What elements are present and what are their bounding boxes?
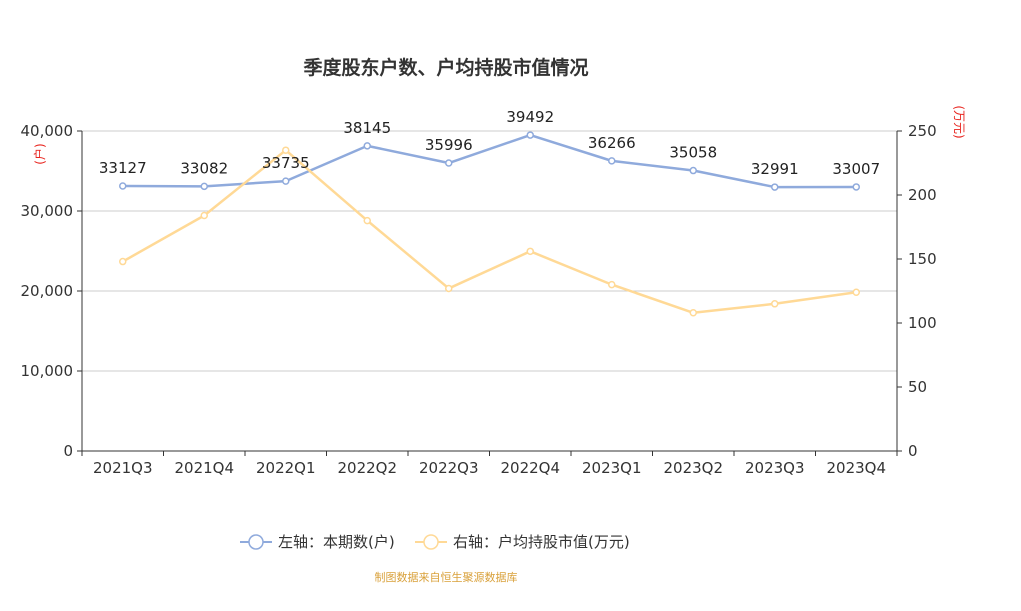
- data-label: 32991: [751, 160, 799, 178]
- right-series-point: [852, 288, 860, 297]
- right-axis-tick-label: 100: [908, 314, 937, 332]
- x-axis-tick-label: 2022Q3: [419, 459, 479, 477]
- x-axis-tick-label: 2023Q1: [582, 459, 642, 477]
- data-label: 39492: [506, 108, 554, 126]
- right-axis-tick-label: 150: [908, 250, 937, 268]
- left-axis-tick-label: 40,000: [21, 122, 74, 140]
- legend-label: 左轴：本期数(户): [278, 533, 395, 551]
- right-axis-tick-label: 250: [908, 122, 937, 140]
- left-series-point: [445, 159, 453, 167]
- right-series-point: [771, 300, 779, 308]
- left-series-point: [200, 182, 208, 191]
- right-series-point: [526, 247, 534, 256]
- left-series-point: [526, 131, 534, 139]
- data-label: 33127: [99, 159, 147, 177]
- legend-label: 右轴：户均持股市值(万元): [453, 533, 630, 551]
- legend-marker-icon: [423, 534, 439, 550]
- left-axis-tick-label: 0: [63, 442, 73, 460]
- series-layer: [119, 131, 860, 317]
- left-series-point: [608, 157, 616, 165]
- left-axis-tick-label: 20,000: [21, 282, 74, 300]
- right-axis-tick-label: 200: [908, 186, 937, 204]
- right-axis-unit-label: (万元): [952, 105, 966, 138]
- left-axis-unit-label: (户): [32, 143, 47, 164]
- right-axis-tick-label: 50: [908, 378, 927, 396]
- data-labels: 33127 33082 33735 38145 35996 39492 36266 35058…: [99, 108, 880, 178]
- right-series-point: [445, 284, 453, 293]
- legend[interactable]: 左轴：本期数(户) 右轴：户均持股市值(万元): [240, 533, 630, 551]
- right-series-point: [689, 309, 697, 317]
- data-label: 35996: [425, 136, 473, 154]
- left-series-point: [282, 177, 290, 185]
- left-series-point: [363, 142, 371, 150]
- legend-marker-icon: [248, 534, 264, 550]
- left-series-point: [119, 182, 127, 190]
- legend-item-left-series[interactable]: 左轴：本期数(户): [240, 533, 395, 551]
- right-series-point: [363, 216, 371, 225]
- legend-item-right-series[interactable]: 右轴：户均持股市值(万元): [415, 533, 630, 551]
- data-label: 38145: [343, 119, 391, 137]
- right-series-point: [200, 211, 208, 220]
- grid-lines: [82, 130, 897, 372]
- left-series-point: [689, 166, 697, 175]
- data-label: 35058: [669, 144, 717, 162]
- right-series-point: [119, 257, 127, 266]
- x-axis-tick-label: 2022Q1: [256, 459, 316, 477]
- data-label: 36266: [588, 134, 636, 152]
- data-label: 33082: [180, 159, 228, 177]
- left-series-point: [852, 183, 860, 191]
- left-axis-tick-label: 30,000: [21, 202, 74, 220]
- left-series-point: [771, 183, 779, 191]
- right-series-line: [122, 148, 857, 315]
- x-axis-tick-label: 2023Q2: [663, 459, 723, 477]
- data-label: 33007: [832, 160, 880, 178]
- right-series-point: [282, 146, 290, 154]
- x-axis-tick-label: 2023Q4: [826, 459, 886, 477]
- chart-title: 季度股东户数、户均持股市值情况: [303, 56, 588, 79]
- data-label: 33735: [262, 154, 310, 172]
- x-axis-tick-label: 2022Q4: [500, 459, 560, 477]
- x-axis-tick-label: 2023Q3: [745, 459, 805, 477]
- source-note: 制图数据来自恒生聚源数据库: [375, 570, 518, 584]
- right-series-point: [608, 280, 616, 289]
- x-axis-tick-label: 2021Q3: [93, 459, 153, 477]
- x-axis-tick-label: 2022Q2: [337, 459, 397, 477]
- left-series-line: [122, 133, 857, 189]
- x-axis-tick-label: 2021Q4: [174, 459, 234, 477]
- left-axis-tick-label: 10,000: [21, 362, 74, 380]
- right-axis-tick-label: 0: [908, 442, 918, 460]
- axes: 0 10,000 20,000 30,000 40,000 0 50 100 150 200 250…: [21, 122, 937, 477]
